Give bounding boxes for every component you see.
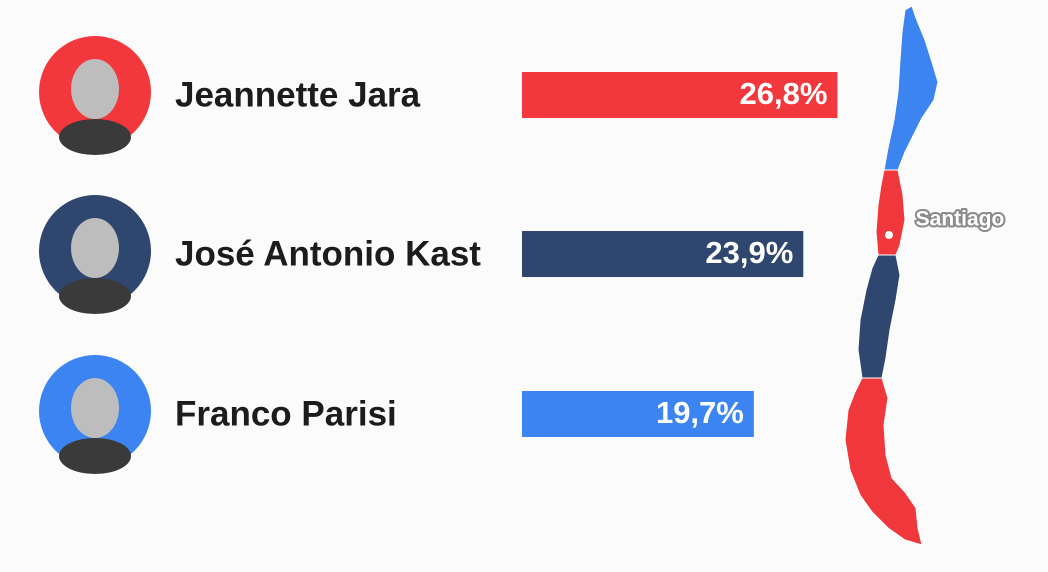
avatar xyxy=(39,355,151,474)
map-region-south xyxy=(844,377,923,546)
candidate-name: José Antonio Kast xyxy=(175,234,481,273)
avatar-head xyxy=(71,218,119,278)
capital-dot xyxy=(883,229,895,241)
bar xyxy=(522,231,804,277)
map-region-north xyxy=(883,5,939,171)
avatar-body xyxy=(59,119,131,155)
candidate-name: Jeannette Jara xyxy=(175,75,421,114)
map: Santiago xyxy=(844,5,1006,546)
bar xyxy=(522,72,838,118)
value-label: 26,8% xyxy=(740,76,828,111)
avatar-body xyxy=(59,438,131,474)
avatar xyxy=(39,36,151,155)
avatar-body xyxy=(59,278,131,314)
value-label: 23,9% xyxy=(705,235,793,270)
avatar-head xyxy=(71,378,119,438)
value-label: 19,7% xyxy=(656,395,744,430)
avatar xyxy=(39,195,151,314)
bar xyxy=(522,391,754,437)
avatar-head xyxy=(71,59,119,119)
map-label: Santiago xyxy=(916,208,1005,231)
candidate-name: Franco Parisi xyxy=(175,394,397,433)
